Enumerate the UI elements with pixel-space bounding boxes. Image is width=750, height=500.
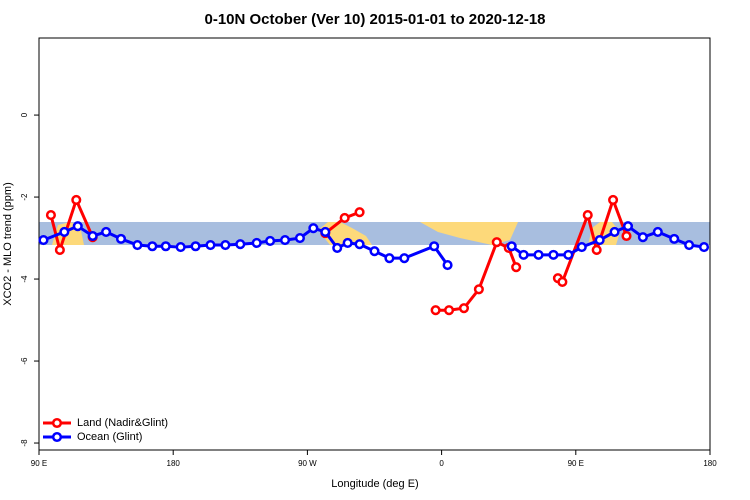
point <box>308 223 319 234</box>
point <box>548 249 559 260</box>
point <box>354 207 365 218</box>
y-tick-label: -8 <box>20 439 29 447</box>
point <box>473 284 484 295</box>
point <box>622 221 634 232</box>
legend-marker <box>51 417 63 429</box>
y-tick-label: 0 <box>20 112 29 117</box>
point <box>354 239 365 250</box>
point <box>45 210 56 221</box>
point <box>621 230 632 242</box>
point <box>101 226 112 237</box>
point <box>563 249 574 260</box>
point <box>59 226 70 237</box>
point <box>115 233 127 244</box>
point <box>652 226 663 237</box>
point <box>72 221 83 232</box>
legend-marker <box>51 431 63 443</box>
point <box>147 241 158 252</box>
point <box>444 305 455 316</box>
point <box>430 305 441 316</box>
legend-label: Land (Nadir&Glint) <box>77 417 168 429</box>
point <box>458 303 470 314</box>
point <box>384 253 395 264</box>
point <box>320 226 331 237</box>
x-tick-label: 180 <box>703 459 717 468</box>
point <box>190 241 201 252</box>
x-tick-label: 180 <box>167 459 181 468</box>
point <box>132 239 143 251</box>
point <box>518 249 529 260</box>
point <box>609 226 620 237</box>
y-axis-label: XCO2 - MLO trend (ppm) <box>2 182 14 305</box>
point <box>235 239 246 250</box>
point <box>582 210 593 221</box>
x-tick-label: 90 W <box>298 459 317 468</box>
point <box>669 233 680 244</box>
point <box>576 242 587 253</box>
point <box>38 235 49 246</box>
x-tick-label: 90 E <box>568 459 584 468</box>
point <box>684 239 695 251</box>
point <box>442 260 453 271</box>
point <box>294 233 305 244</box>
point <box>160 241 171 252</box>
y-tick-label: -4 <box>20 275 29 283</box>
point <box>591 244 602 255</box>
point <box>533 249 544 260</box>
x-tick-label: 0 <box>439 459 444 468</box>
point <box>511 262 522 273</box>
point <box>220 239 231 251</box>
point <box>608 194 619 205</box>
point <box>339 212 350 224</box>
point <box>175 242 186 253</box>
point <box>279 235 291 246</box>
map-background <box>39 222 710 245</box>
point <box>429 241 440 252</box>
point <box>332 242 343 253</box>
point <box>491 237 502 248</box>
point <box>594 235 605 246</box>
point <box>698 242 710 253</box>
point <box>557 276 568 287</box>
point <box>54 244 65 255</box>
y-tick-label: -6 <box>20 357 29 365</box>
y-tick-label: -2 <box>20 193 29 201</box>
point <box>637 232 648 243</box>
point <box>506 241 517 252</box>
point <box>399 253 410 264</box>
point <box>205 239 216 251</box>
x-tick-label: 90 E <box>31 459 47 468</box>
point <box>342 237 353 249</box>
chart-title: 0-10N October (Ver 10) 2015-01-01 to 202… <box>204 11 545 28</box>
point <box>369 246 380 257</box>
plot-frame <box>38 37 711 451</box>
point <box>87 230 98 242</box>
point <box>71 194 82 205</box>
point <box>251 237 262 249</box>
x-axis-label: Longitude (deg E) <box>331 478 418 490</box>
point <box>265 235 276 246</box>
legend-label: Ocean (Glint) <box>77 431 142 443</box>
